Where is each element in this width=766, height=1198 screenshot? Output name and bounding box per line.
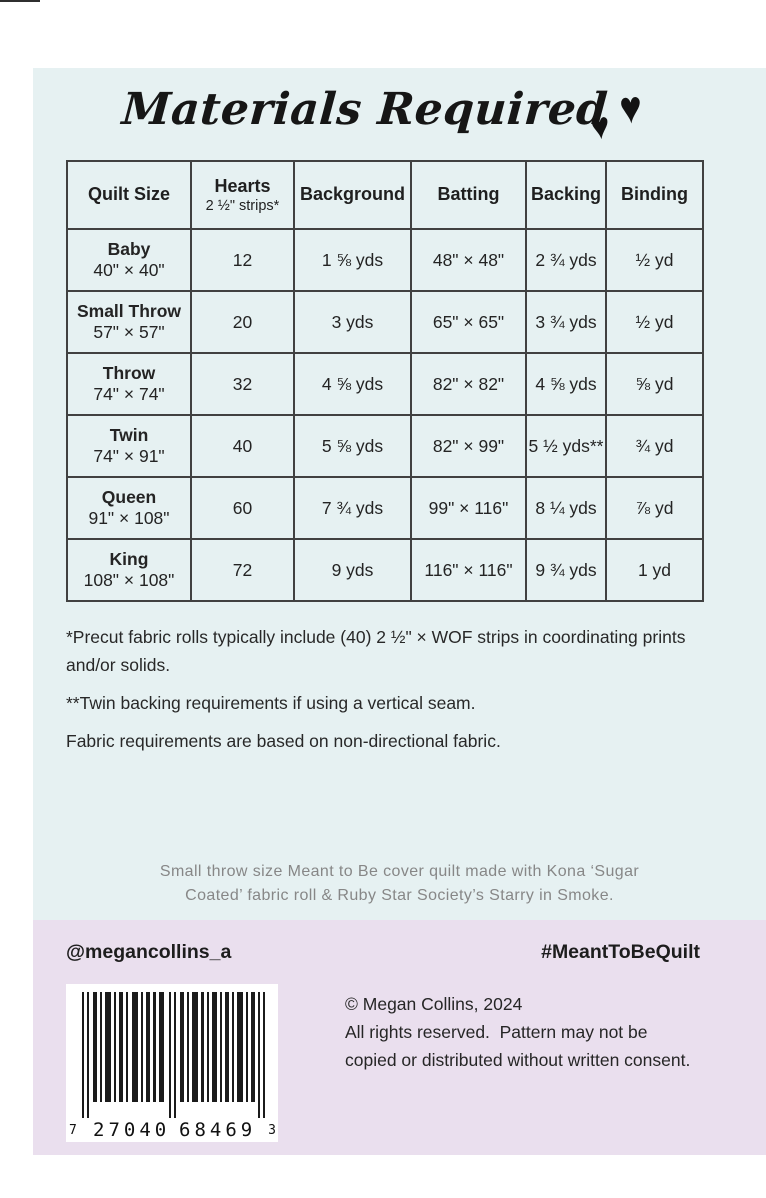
heart-icon-large: ♥ <box>618 80 643 134</box>
size-dimensions: 57" × 57" <box>93 322 165 342</box>
background-cell: 5 ⅝ yds <box>293 414 412 478</box>
binding-cell: ½ yd <box>605 290 704 354</box>
hearts-cell: 20 <box>190 290 295 354</box>
batting-cell: 82" × 99" <box>410 414 527 478</box>
scan-artifact-line <box>0 0 40 2</box>
instagram-handle: @megancollins_a <box>66 941 232 963</box>
barcode-digits-group1: 27040 <box>93 1119 171 1141</box>
background-cell: 3 yds <box>293 290 412 354</box>
column-subtitle: 2 ½" strips* <box>205 198 280 214</box>
size-name: King <box>109 549 149 569</box>
hearts-cell: 60 <box>190 476 295 540</box>
size-dimensions: 40" × 40" <box>93 260 165 280</box>
copyright-body: All rights reserved. Pattern may not be … <box>345 1022 691 1070</box>
heart-icon-small: ♥ <box>589 104 612 150</box>
footnotes: *Precut fabric rolls typically include (… <box>66 623 733 755</box>
backing-cell: 2 ¾ yds <box>525 228 607 292</box>
backing-cell: 9 ¾ yds <box>525 538 607 602</box>
footnote-non-directional: Fabric requirements are based on non-dir… <box>66 731 501 751</box>
size-dimensions: 74" × 74" <box>93 384 165 404</box>
materials-table: Quilt Size Hearts 2 ½" strips* Background… <box>66 160 704 602</box>
column-header-binding: Binding <box>605 160 704 230</box>
column-label: Background <box>299 184 405 204</box>
size-dimensions: 74" × 91" <box>93 446 165 466</box>
quilt-size-cell: Baby 40" × 40" <box>66 228 192 292</box>
batting-cell: 82" × 82" <box>410 352 527 416</box>
backing-cell: 4 ⅝ yds <box>525 352 607 416</box>
table-row-queen: Queen 91" × 108" 60 7 ¾ yds 99" × 116" 8 … <box>66 476 704 540</box>
quilt-size-cell: Queen 91" × 108" <box>66 476 192 540</box>
batting-cell: 65" × 65" <box>410 290 527 354</box>
table-row-twin: Twin 74" × 91" 40 5 ⅝ yds 82" × 99" 5 ½ y… <box>66 414 704 478</box>
column-label: Quilt Size <box>87 184 170 204</box>
size-dimensions: 108" × 108" <box>83 570 175 590</box>
binding-cell: ⅝ yd <box>605 352 704 416</box>
footnote-precut: *Precut fabric rolls typically include (… <box>66 627 686 675</box>
column-label: Backing <box>530 184 602 204</box>
column-header-background: Background <box>293 160 412 230</box>
social-row: @megancollins_a #MeantToBeQuilt <box>33 920 766 964</box>
size-name: Twin <box>109 425 149 445</box>
backing-cell: 8 ¼ yds <box>525 476 607 540</box>
column-header-backing: Backing <box>525 160 607 230</box>
binding-cell: ⅞ yd <box>605 476 704 540</box>
binding-cell: ¾ yd <box>605 414 704 478</box>
size-name: Throw <box>102 363 156 383</box>
column-label: Batting <box>437 184 500 204</box>
column-header-batting: Batting <box>410 160 527 230</box>
quilt-size-cell: Small Throw 57" × 57" <box>66 290 192 354</box>
column-header-hearts: Hearts 2 ½" strips* <box>190 160 295 230</box>
hearts-cell: 32 <box>190 352 295 416</box>
copyright-line: © Megan Collins, 2024 <box>345 994 523 1014</box>
page-title: Materials Required <box>119 84 610 135</box>
backing-cell: 5 ½ yds** <box>525 414 607 478</box>
materials-panel: Materials Required ♥ ♥ Quilt Size Hearts… <box>33 68 766 920</box>
title-row: Materials Required <box>33 68 766 150</box>
table-header-row: Quilt Size Hearts 2 ½" strips* Background… <box>66 160 704 230</box>
hearts-cell: 72 <box>190 538 295 602</box>
batting-cell: 99" × 116" <box>410 476 527 540</box>
copyright-text: © Megan Collins, 2024 All rights reserve… <box>345 990 701 1074</box>
quilt-size-cell: Twin 74" × 91" <box>66 414 192 478</box>
hearts-cell: 40 <box>190 414 295 478</box>
column-header-quilt-size: Quilt Size <box>66 160 192 230</box>
backing-cell: 3 ¾ yds <box>525 290 607 354</box>
column-label: Binding <box>621 184 688 204</box>
background-cell: 4 ⅝ yds <box>293 352 412 416</box>
background-cell: 1 ⅝ yds <box>293 228 412 292</box>
size-name: Queen <box>101 487 157 507</box>
batting-cell: 48" × 48" <box>410 228 527 292</box>
hearts-cell: 12 <box>190 228 295 292</box>
size-name: Baby <box>107 239 151 259</box>
column-label: Hearts <box>214 176 271 196</box>
table-row-baby: Baby 40" × 40" 12 1 ⅝ yds 48" × 48" 2 ¾ y… <box>66 228 704 292</box>
barcode-digits-group2: 68469 <box>179 1119 257 1141</box>
footer-panel: @megancollins_a #MeantToBeQuilt <box>33 920 766 1155</box>
binding-cell: 1 yd <box>605 538 704 602</box>
barcode-digit-left: 7 <box>69 1123 77 1138</box>
table-row-king: King 108" × 108" 72 9 yds 116" × 116" 9 ¾… <box>66 538 704 602</box>
quilt-size-cell: King 108" × 108" <box>66 538 192 602</box>
table-row-throw: Throw 74" × 74" 32 4 ⅝ yds 82" × 82" 4 ⅝ … <box>66 352 704 416</box>
hashtag: #MeantToBeQuilt <box>541 941 700 963</box>
barcode: 7 27040 68469 3 <box>66 984 278 1142</box>
barcode-digit-right: 3 <box>268 1123 276 1138</box>
footnote-twin-backing: **Twin backing requirements if using a v… <box>66 693 476 713</box>
table-row-small-throw: Small Throw 57" × 57" 20 3 yds 65" × 65" … <box>66 290 704 354</box>
barcode-bars <box>82 992 265 1118</box>
size-name: Small Throw <box>76 301 182 321</box>
binding-cell: ½ yd <box>605 228 704 292</box>
cover-quilt-caption: Small throw size Meant to Be cover quilt… <box>159 863 640 904</box>
batting-cell: 116" × 116" <box>410 538 527 602</box>
size-dimensions: 91" × 108" <box>88 508 170 528</box>
quilt-size-cell: Throw 74" × 74" <box>66 352 192 416</box>
background-cell: 7 ¾ yds <box>293 476 412 540</box>
background-cell: 9 yds <box>293 538 412 602</box>
